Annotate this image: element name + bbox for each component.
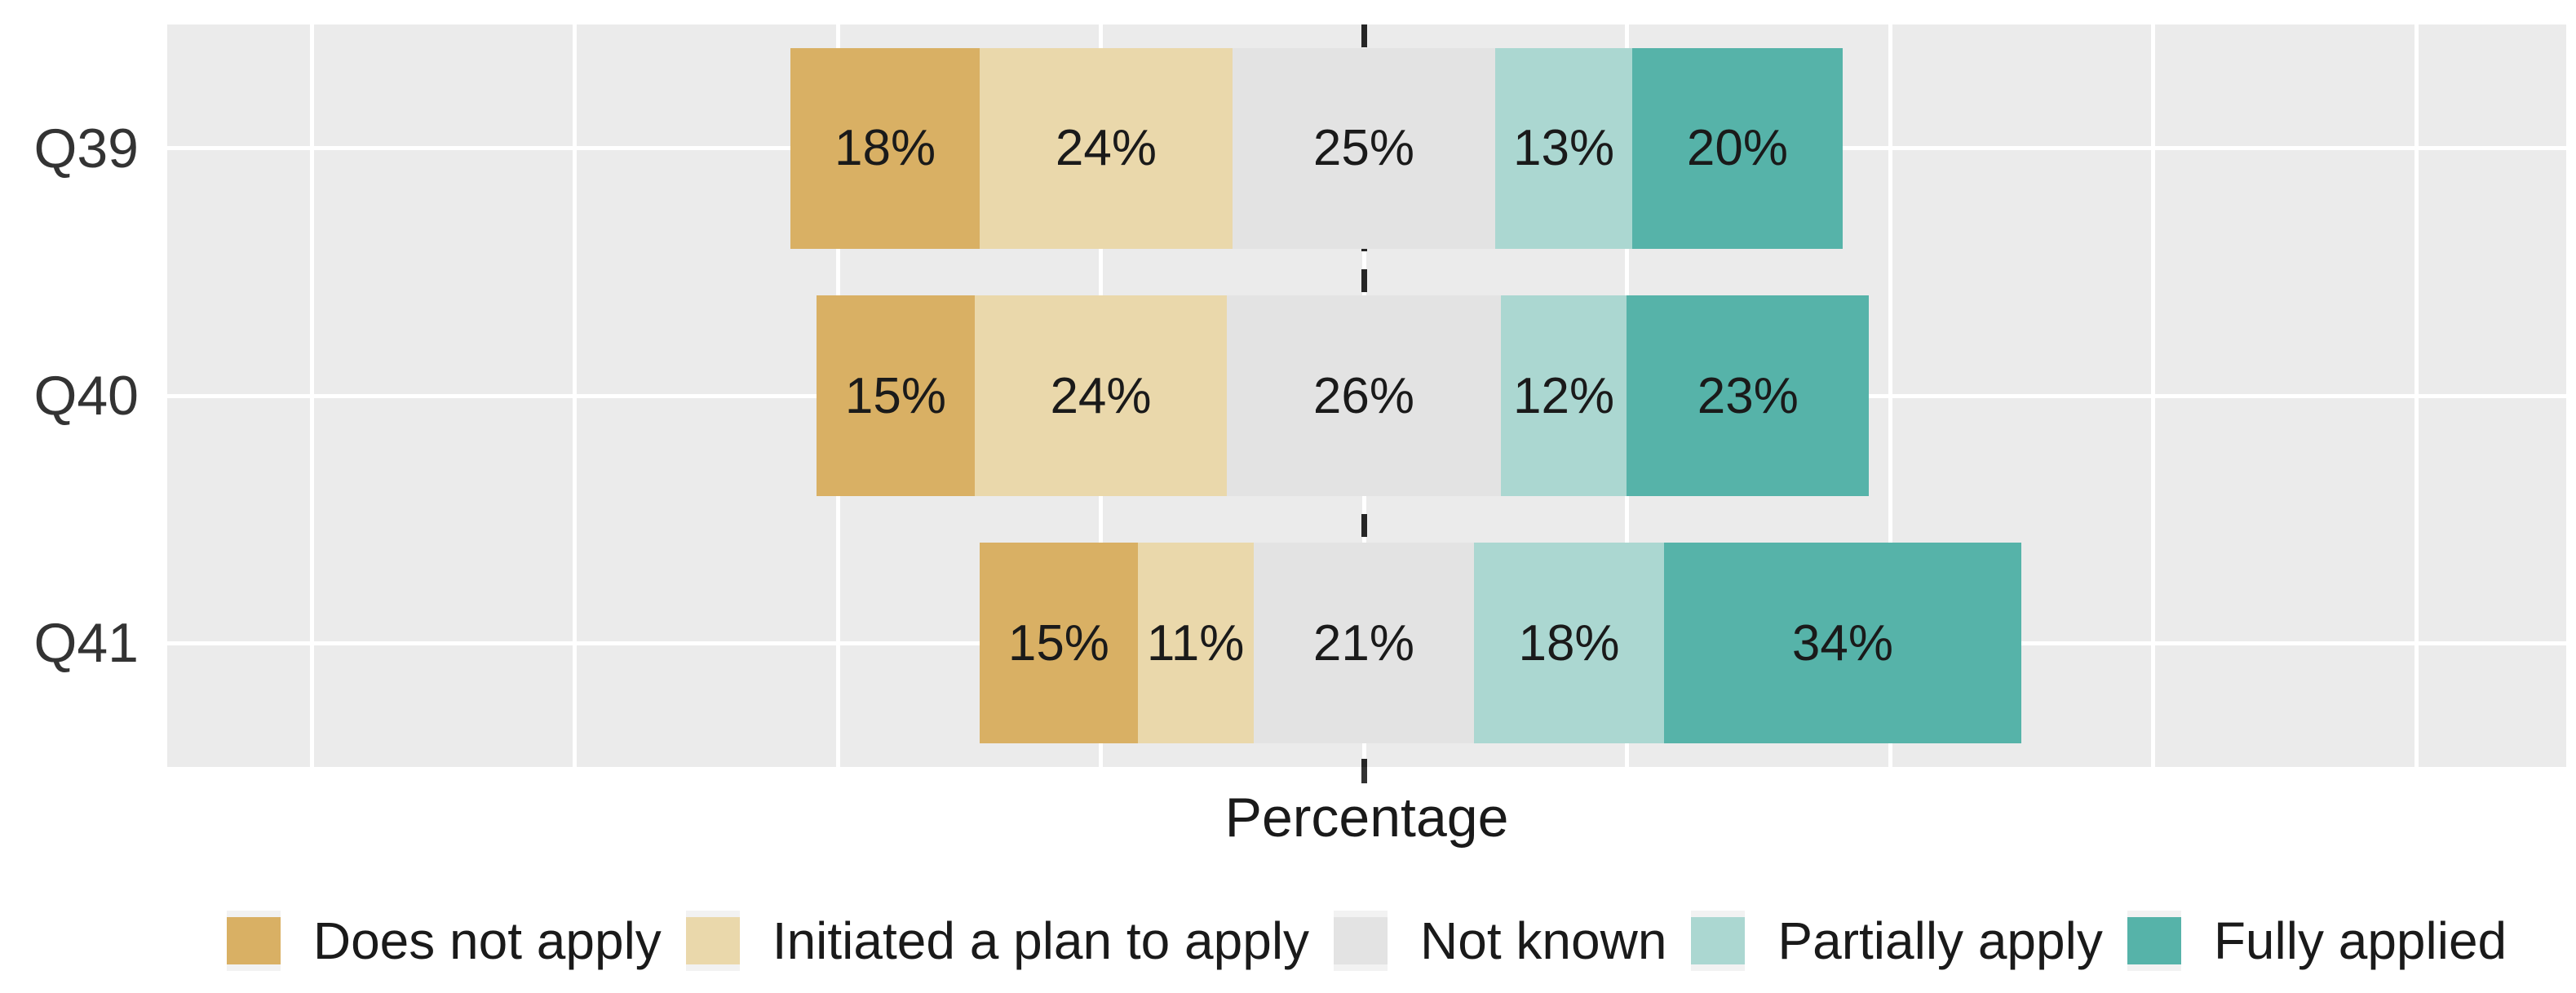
bar-value-label: 20% [1686, 120, 1788, 177]
bar-value-label: 18% [834, 120, 936, 177]
bar-row-q39: 18% 24% 25% 13% 20% [790, 47, 1843, 249]
bar-value-label: 12% [1513, 367, 1615, 424]
bar-value-label: 24% [1055, 120, 1157, 177]
bar-value-label: 15% [1007, 614, 1109, 672]
legend-swatch-icon [2127, 917, 2181, 964]
legend-item-label: Not known [1420, 911, 1667, 970]
legend-key-icon [226, 911, 281, 971]
legend: Does not apply Initiated a plan to apply N… [167, 904, 2566, 977]
x-axis-title: Percentage [1224, 787, 1509, 849]
bar-segment-partially-apply: 18% [1474, 543, 1664, 744]
bar-segment-does-not-apply: 15% [817, 295, 975, 496]
bar-segment-not-known: 26% [1227, 295, 1501, 496]
legend-swatch-icon [1691, 917, 1746, 964]
bar-segment-partially-apply: 13% [1495, 47, 1632, 249]
bar-segment-fully-applied: 23% [1627, 295, 1870, 496]
bar-segment-not-known: 25% [1232, 47, 1496, 249]
zero-axis-tick [1361, 767, 1367, 783]
legend-key-icon [1334, 911, 1388, 971]
bar-value-label: 13% [1513, 120, 1615, 177]
legend-key-icon [2127, 911, 2181, 971]
legend-item-label: Fully applied [2213, 911, 2507, 970]
legend-item-fully-applied: Fully applied [2127, 911, 2507, 971]
bar-segment-initiated-a-plan-to-apply: 24% [974, 295, 1228, 496]
legend-item-label: Partially apply [1777, 911, 2103, 970]
y-axis-label-q41: Q41 [33, 612, 139, 675]
bar-segment-does-not-apply: 15% [980, 543, 1138, 744]
bar-value-label: 15% [844, 367, 946, 424]
bar-segment-fully-applied: 20% [1631, 47, 1843, 249]
legend-key-icon [1691, 911, 1746, 971]
y-axis-label-q39: Q39 [33, 117, 139, 180]
bar-segment-initiated-a-plan-to-apply: 24% [980, 47, 1233, 249]
bar-segment-does-not-apply: 18% [790, 47, 980, 249]
bar-value-label: 24% [1050, 367, 1152, 424]
legend-item-label: Initiated a plan to apply [772, 911, 1310, 970]
bar-row-q40: 15% 24% 26% 12% 23% [817, 295, 1870, 496]
legend-swatch-icon [685, 917, 740, 964]
legend-item-not-known: Not known [1334, 911, 1666, 971]
bar-segment-initiated-a-plan-to-apply: 11% [1137, 543, 1254, 744]
legend-item-partially-apply: Partially apply [1691, 911, 2103, 971]
bar-row-q41: 15% 11% 21% 18% 34% [980, 543, 2022, 744]
bar-segment-partially-apply: 12% [1500, 295, 1627, 496]
bar-value-label: 26% [1312, 367, 1415, 424]
y-axis-label-q40: Q40 [33, 365, 139, 427]
legend-swatch-icon [1334, 917, 1388, 964]
bar-segment-fully-applied: 34% [1663, 543, 2022, 744]
bar-value-label: 18% [1518, 614, 1620, 672]
legend-key-icon [685, 911, 740, 971]
bar-value-label: 23% [1697, 367, 1799, 424]
bar-value-label: 21% [1312, 614, 1415, 672]
bar-value-label: 11% [1146, 614, 1245, 672]
legend-item-does-not-apply: Does not apply [226, 911, 662, 971]
bar-segment-not-known: 21% [1253, 543, 1475, 744]
legend-item-label: Does not apply [312, 911, 662, 970]
bar-value-label: 25% [1312, 120, 1415, 177]
bar-value-label: 34% [1791, 614, 1893, 672]
legend-swatch-icon [226, 917, 281, 964]
plot-panel: 18% 24% 25% 13% 20% 15% 24% 26% 12% 23% 15% 11% 21% 1… [167, 24, 2566, 767]
legend-item-initiated-a-plan-to-apply: Initiated a plan to apply [685, 911, 1310, 971]
